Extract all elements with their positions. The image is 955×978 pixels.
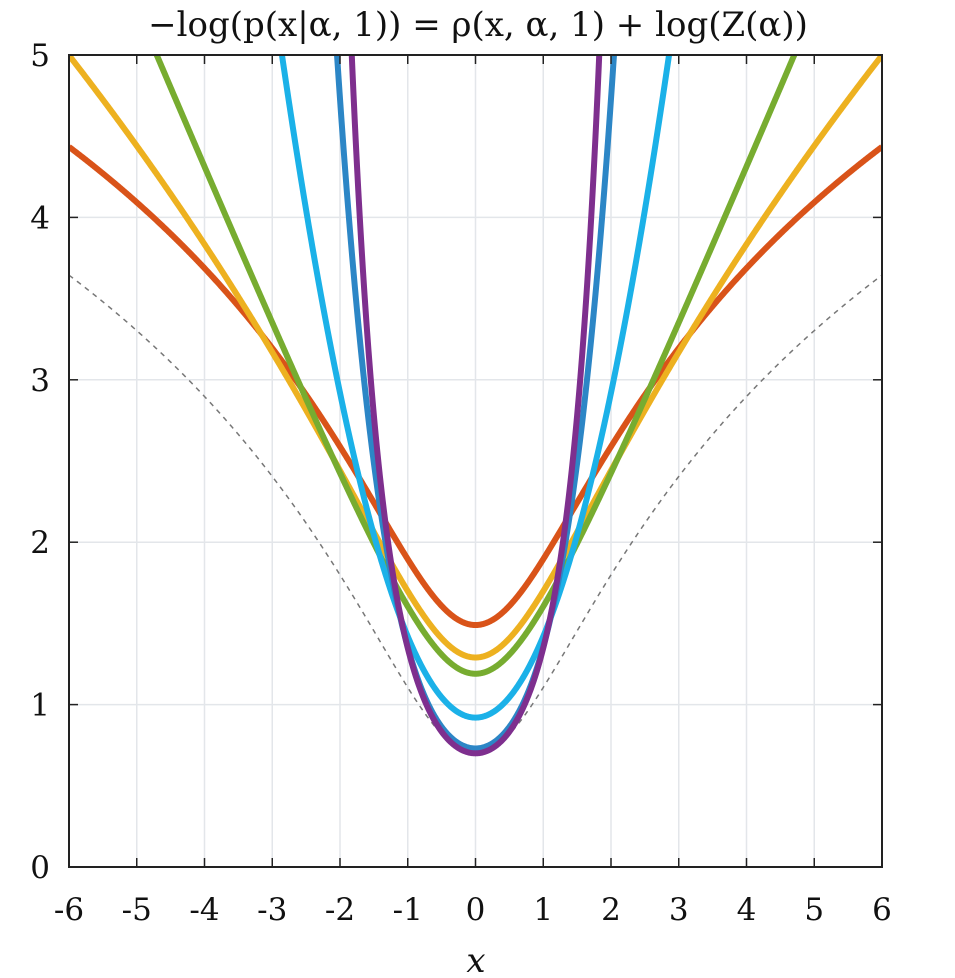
x-tick-label: -6 <box>54 892 84 928</box>
y-tick-label: 4 <box>30 200 50 236</box>
series-line-alpha-4 <box>334 55 617 752</box>
x-tick-label: -2 <box>325 892 355 928</box>
series-line-alpha-inf <box>348 55 603 757</box>
chart-title: −log(p(x|α, 1)) = ρ(x, α, 1) + log(Z(α)) <box>148 5 808 45</box>
y-tick-label: 3 <box>30 363 50 399</box>
x-tick-label: 1 <box>533 892 553 928</box>
x-tick-label: 0 <box>466 892 486 928</box>
x-tick-label: 5 <box>804 892 824 928</box>
x-tick-label: -3 <box>257 892 287 928</box>
series-line-alpha-0-5 <box>69 55 882 661</box>
y-tick-label: 1 <box>30 688 50 724</box>
series-line-bound-dashed- <box>69 274 882 755</box>
ticks: -6 -5 -4 -3 -2 -1 0 1 2 3 4 5 6 0 1 2 3 4 5 <box>30 38 892 928</box>
series-line-alpha-0 <box>69 144 882 629</box>
x-tick-label: 3 <box>669 892 689 928</box>
x-tick-label: 2 <box>601 892 621 928</box>
series-line-alpha-2 <box>278 55 673 721</box>
x-tick-label: 6 <box>872 892 892 928</box>
y-tick-label: 5 <box>30 38 50 74</box>
curves <box>69 55 882 757</box>
series-line-alpha-1 <box>153 55 798 677</box>
x-tick-label: -4 <box>189 892 219 928</box>
x-tick-label: 4 <box>737 892 757 928</box>
y-tick-label: 2 <box>30 525 50 561</box>
x-tick-label: -5 <box>122 892 152 928</box>
x-tick-label: -1 <box>393 892 423 928</box>
x-axis-label: x <box>466 941 485 978</box>
y-tick-label: 0 <box>30 850 50 886</box>
grid <box>68 54 883 868</box>
